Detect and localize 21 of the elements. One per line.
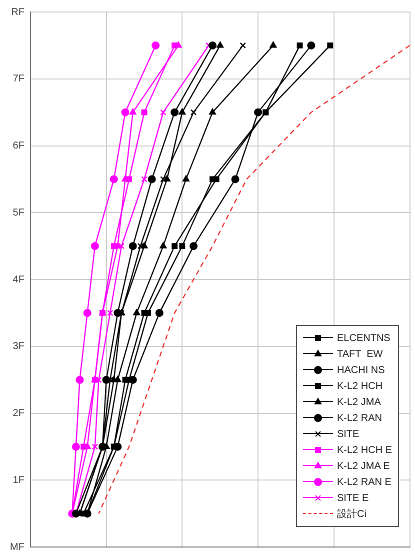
y-tick-label: MF [10, 542, 24, 553]
legend-label: 設計Ci [336, 508, 366, 521]
y-tick-label: 1F [12, 474, 24, 486]
legend-label: K-L2 RAN E [336, 476, 392, 488]
y-tick-label: 2F [12, 408, 24, 419]
legend-label: HACHI NS [336, 364, 385, 376]
legend-label: SITE [336, 428, 360, 440]
legend-label: SITE E [336, 492, 369, 504]
legend-label: K-L2 HCH [336, 380, 383, 392]
legend-label: K-L2 JMA [336, 396, 381, 408]
y-tick-label: 5F [12, 207, 24, 218]
legend-label: K-L2 RAN [336, 412, 382, 424]
y-tick-label: 4F [12, 274, 24, 286]
legend-label: ELCENTNS [336, 332, 390, 344]
legend-label: TAFT EW [336, 348, 383, 360]
y-tick-label: 3F [12, 341, 24, 352]
y-tick-label: RF [11, 6, 24, 18]
legend-label: K-L2 HCH E [336, 444, 392, 456]
y-tick-label: 6F [12, 140, 24, 152]
legend-label: K-L2 JMA E [336, 460, 390, 472]
y-tick-label: 7F [12, 74, 24, 85]
